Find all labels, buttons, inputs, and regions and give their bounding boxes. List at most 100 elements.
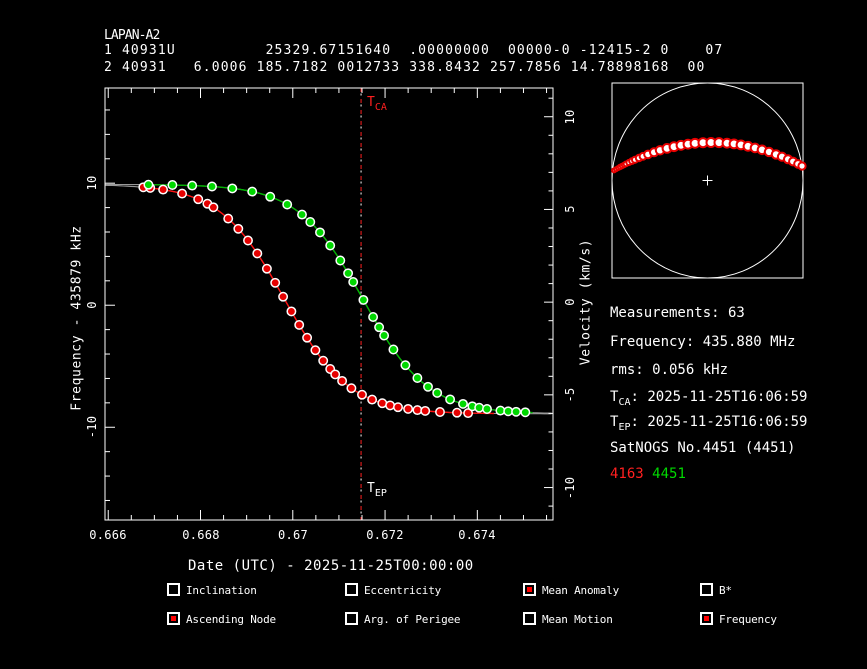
tep-time-value: : 2025-11-25T16:06:59 (630, 414, 808, 430)
sky-track-dot (788, 156, 798, 167)
measurement-dot-4451 (458, 398, 468, 409)
measurement-dot-4451 (495, 405, 506, 416)
sky-track-dot (770, 149, 782, 160)
plot-frame (104, 87, 554, 521)
tca-time-value: : 2025-11-25T16:06:59 (630, 389, 808, 405)
measurement-dot-4163 (202, 198, 213, 209)
checkbox-b[interactable] (700, 583, 713, 596)
measurement-dot-4451 (343, 268, 354, 279)
sky-track-dot (631, 155, 639, 164)
measurement-dot-4163 (243, 235, 253, 246)
fit-curve-4451 (145, 184, 533, 414)
sky-track-dot (613, 166, 619, 173)
checkbox-ascending-node[interactable] (167, 612, 180, 625)
measurement-dot-4451 (511, 406, 522, 417)
measurement-dot-4451 (467, 401, 478, 412)
measurement-dot-4163 (233, 223, 244, 234)
measurement-dot-4451 (282, 199, 293, 210)
sky-track-dot (675, 139, 687, 151)
checkbox-label-frequency: Frequency (719, 613, 777, 626)
measurement-dot-4451 (379, 330, 390, 341)
measurement-dot-4451 (315, 227, 325, 238)
t-label-subscript: CA (374, 102, 387, 113)
fit-curve-4163 (139, 186, 494, 415)
sky-track-dot (638, 151, 648, 161)
checkbox-mean-anomaly[interactable] (523, 583, 536, 596)
tca-time-prefix: T (610, 389, 619, 405)
measurement-dot-4163 (385, 400, 396, 411)
measurement-dot-4451 (325, 240, 336, 251)
checkbox-arg-of-perigee[interactable] (345, 612, 358, 625)
checkbox-label-ascending-node: Ascending Node (186, 613, 276, 626)
measurement-dot-4163 (452, 407, 462, 418)
sky-track-dot (654, 145, 666, 156)
measurement-dot-4451 (445, 394, 456, 405)
sky-track-dot (713, 137, 725, 149)
measurement-dot-4163 (286, 306, 297, 317)
measurement-dot-4451 (388, 344, 399, 355)
y2-tick-label: 10 (563, 109, 577, 125)
t-label-subscript: EP (374, 488, 387, 499)
measurement-dot-4163 (278, 291, 289, 302)
y2-tick-label: -5 (563, 387, 577, 403)
measurement-dot-4451 (474, 402, 485, 413)
sky-track-dot (735, 139, 747, 151)
measurement-dot-4451 (335, 255, 346, 266)
sky-track-dot (625, 158, 633, 167)
checkbox-label-mean-anomaly: Mean Anomaly (542, 584, 620, 597)
measurement-dot-4451 (358, 294, 369, 305)
measurement-dot-4451 (520, 407, 531, 418)
sky-track-dot (742, 140, 754, 152)
measurement-dot-4163 (270, 277, 281, 288)
satellite-name: LAPAN-A2 (104, 28, 160, 43)
checkbox-frequency[interactable] (700, 612, 713, 625)
measurement-dot-4163 (158, 184, 169, 195)
checkbox-mean-motion[interactable] (523, 612, 536, 625)
spacer (644, 466, 652, 482)
checkbox-fill-mean-anomaly (527, 587, 532, 592)
sky-track-dot (763, 146, 775, 158)
checkbox-inclination[interactable] (167, 583, 180, 596)
tca-time-subscript: CA (618, 397, 631, 408)
measurement-dot-4163 (346, 383, 357, 394)
checkbox-label-b: B* (719, 584, 732, 597)
measurement-dot-4451 (423, 381, 433, 392)
tep-time: TEP: 2025-11-25T16:06:59 (610, 414, 808, 433)
measurement-dot-4163 (330, 369, 341, 380)
sky-plot-frame (611, 82, 804, 279)
measurement-dot-4163 (325, 364, 336, 374)
checkbox-label-arg-of-perigee: Arg. of Perigee (364, 613, 461, 626)
measurement-dot-4163 (412, 405, 423, 416)
sky-track-dot (628, 157, 636, 165)
checkbox-label-inclination: Inclination (186, 584, 257, 597)
measurement-dot-4163 (403, 403, 414, 414)
fit-id-green: 4451 (652, 466, 686, 482)
t-label-prefix: T (367, 95, 375, 110)
measurement-dot-4163 (420, 405, 431, 416)
y-tick-label: 0 (85, 301, 99, 309)
measurement-dot-4451 (305, 217, 316, 227)
measurement-dot-4163 (177, 188, 188, 199)
measurement-dot-4451 (482, 404, 492, 414)
sky-track-dot (615, 165, 621, 172)
measurement-dot-4163 (252, 248, 263, 259)
measurement-dot-4163 (302, 332, 313, 343)
sky-track-dot (689, 137, 701, 149)
measurement-dot-4163 (223, 213, 234, 224)
measurement-dot-4163 (261, 263, 272, 274)
measurement-dot-4163 (145, 182, 156, 193)
measurement-dot-4451 (348, 277, 359, 287)
x-tick-label: 0.666 (89, 528, 127, 542)
tep-time-prefix: T (610, 414, 619, 430)
measurement-dot-4163 (138, 182, 149, 193)
fit-frequency: Frequency: 435.880 MHz (610, 334, 796, 350)
y-tick-label: 10 (85, 175, 99, 191)
y2-tick-label: 0 (563, 298, 577, 306)
checkbox-eccentricity[interactable] (345, 583, 358, 596)
measurement-dot-4451 (167, 180, 178, 190)
measurement-dot-4451 (207, 181, 217, 192)
t-label-prefix: T (367, 481, 375, 496)
measurement-dot-4163 (193, 194, 204, 205)
measurement-dot-4451 (503, 406, 514, 417)
sky-track-dot (728, 138, 740, 150)
